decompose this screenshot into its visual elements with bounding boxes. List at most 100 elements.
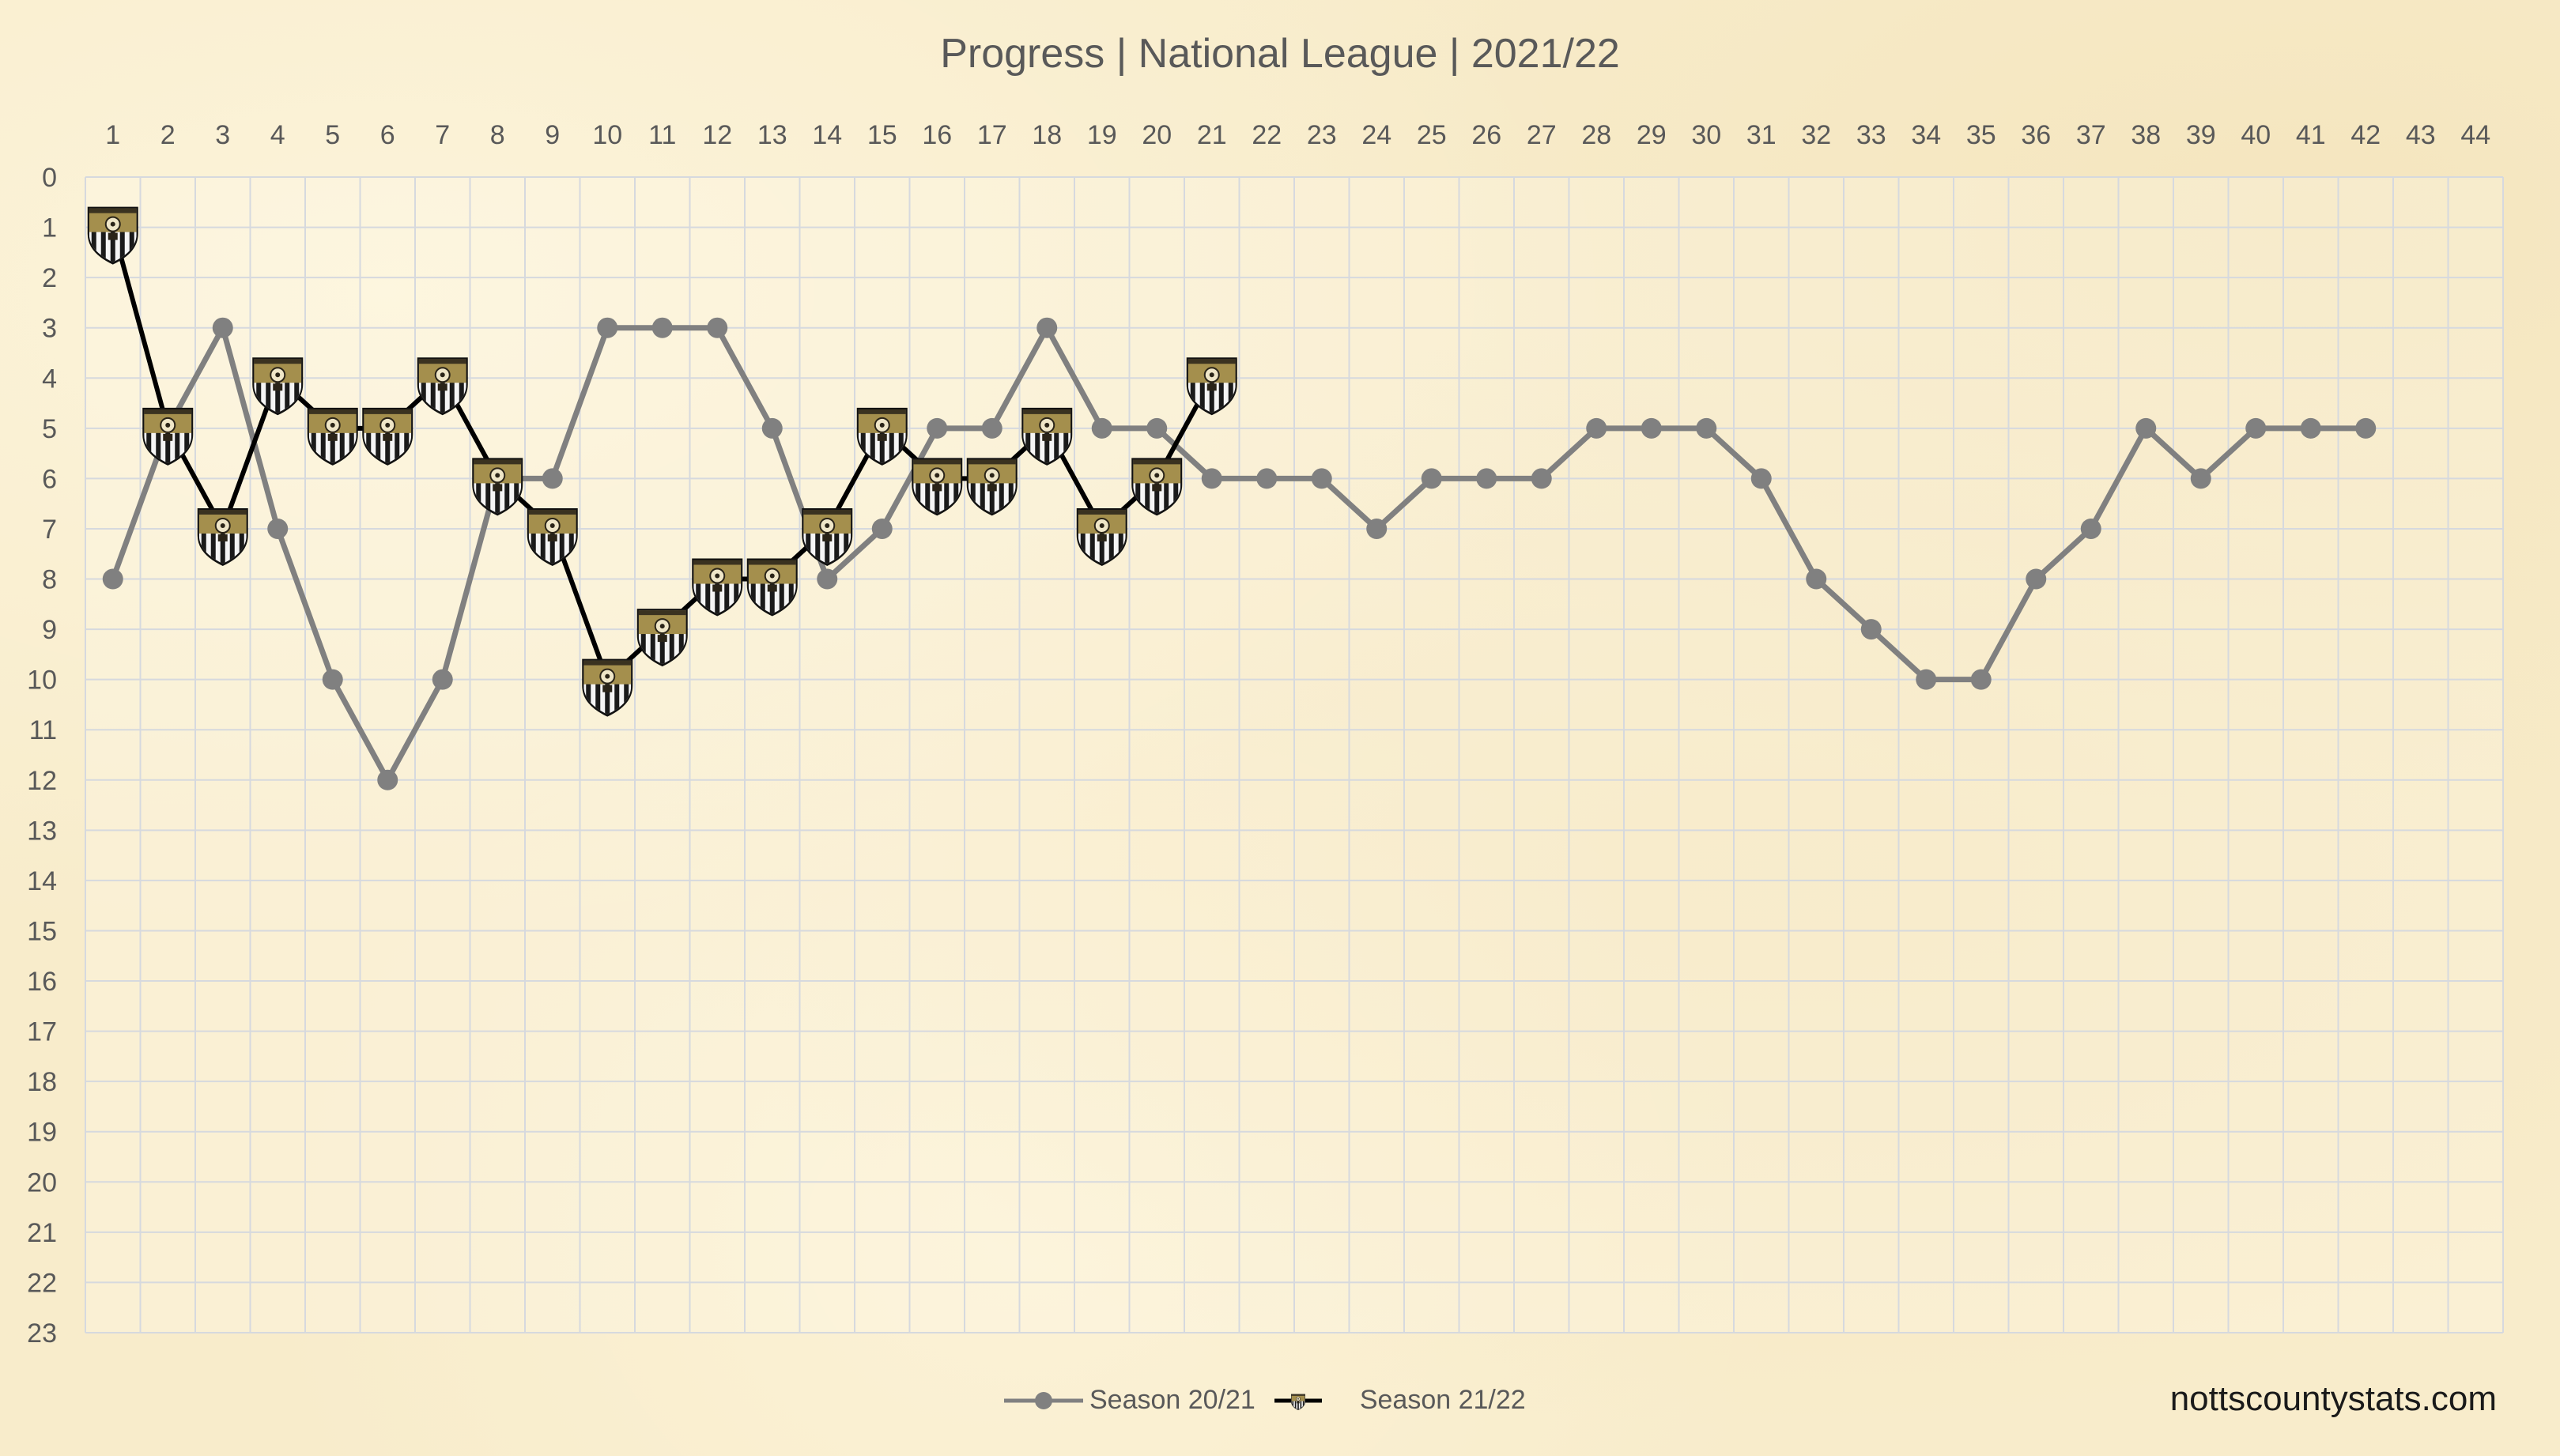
y-tick-label: 22 bbox=[27, 1268, 57, 1298]
data-point-season-20-21 bbox=[2135, 417, 2157, 439]
x-tick-label: 32 bbox=[1801, 120, 1831, 150]
data-point-season-20-21 bbox=[1476, 468, 1497, 489]
x-tick-label: 34 bbox=[1911, 120, 1941, 150]
club-crest-icon bbox=[1291, 1394, 1305, 1409]
y-tick-label: 21 bbox=[27, 1218, 57, 1248]
x-tick-label: 7 bbox=[435, 120, 450, 150]
y-tick-label: 3 bbox=[42, 314, 57, 344]
y-tick-label: 20 bbox=[27, 1167, 57, 1198]
x-tick-label: 16 bbox=[922, 120, 952, 150]
y-tick-label: 12 bbox=[27, 766, 57, 796]
x-tick-label: 9 bbox=[545, 120, 560, 150]
data-point-season-20-21 bbox=[871, 518, 893, 539]
legend-swatch-season-20-21 bbox=[1004, 1391, 1083, 1409]
x-tick-label: 20 bbox=[1142, 120, 1172, 150]
x-tick-label: 6 bbox=[380, 120, 395, 150]
x-tick-label: 36 bbox=[2021, 120, 2051, 150]
y-tick-label: 10 bbox=[27, 666, 57, 696]
data-point-season-20-21 bbox=[761, 417, 783, 439]
data-point-season-20-21 bbox=[817, 568, 838, 590]
data-point-season-20-21 bbox=[1696, 417, 1717, 439]
legend-item-season-21-22: Season 21/22 bbox=[1274, 1385, 1526, 1416]
y-tick-label: 4 bbox=[42, 364, 57, 394]
y-tick-label: 2 bbox=[42, 263, 57, 293]
data-point-season-20-21 bbox=[2190, 468, 2211, 489]
data-point-season-20-21 bbox=[1916, 669, 1937, 690]
data-point-season-20-21 bbox=[651, 317, 673, 338]
data-point-season-20-21 bbox=[981, 417, 1002, 439]
data-point-season-20-21 bbox=[2300, 417, 2321, 439]
x-tick-label: 40 bbox=[2241, 120, 2271, 150]
y-tick-label: 13 bbox=[27, 816, 57, 846]
x-tick-label: 27 bbox=[1527, 120, 1557, 150]
x-tick-label: 18 bbox=[1032, 120, 1062, 150]
y-tick-label: 6 bbox=[42, 464, 57, 494]
x-tick-label: 21 bbox=[1197, 120, 1227, 150]
data-point-season-20-21 bbox=[102, 568, 123, 590]
y-tick-label: 17 bbox=[27, 1017, 57, 1047]
data-point-season-20-21 bbox=[1531, 468, 1552, 489]
x-tick-label: 41 bbox=[2296, 120, 2326, 150]
data-point-season-20-21 bbox=[1421, 468, 1442, 489]
data-point-season-20-21 bbox=[1750, 468, 1772, 489]
x-tick-label: 4 bbox=[270, 120, 285, 150]
y-tick-label: 18 bbox=[27, 1067, 57, 1097]
data-point-season-20-21 bbox=[212, 317, 233, 338]
data-point-season-20-21 bbox=[1036, 317, 1058, 338]
legend-item-season-20-21: Season 20/21 bbox=[1004, 1385, 1255, 1416]
x-tick-label: 23 bbox=[1307, 120, 1337, 150]
data-point-season-20-21 bbox=[1091, 417, 1112, 439]
data-point-season-20-21 bbox=[1201, 468, 1222, 489]
x-tick-label: 5 bbox=[325, 120, 340, 150]
x-tick-label: 22 bbox=[1252, 120, 1282, 150]
x-tick-label: 3 bbox=[215, 120, 230, 150]
y-tick-label: 15 bbox=[27, 916, 57, 946]
x-tick-label: 25 bbox=[1417, 120, 1447, 150]
y-tick-label: 1 bbox=[42, 213, 57, 243]
data-point-season-20-21 bbox=[2355, 417, 2377, 439]
legend-swatch-season-21-22 bbox=[1274, 1389, 1322, 1413]
y-tick-label: 8 bbox=[42, 565, 57, 595]
data-point-season-20-21 bbox=[1256, 468, 1278, 489]
x-tick-label: 12 bbox=[702, 120, 732, 150]
x-tick-label: 31 bbox=[1746, 120, 1777, 150]
y-tick-label: 19 bbox=[27, 1118, 57, 1148]
x-tick-label: 30 bbox=[1691, 120, 1721, 150]
data-point-season-20-21 bbox=[2026, 568, 2047, 590]
series-line-season-20-21 bbox=[110, 325, 2366, 783]
data-point-season-20-21 bbox=[267, 518, 289, 539]
x-tick-label: 37 bbox=[2076, 120, 2106, 150]
x-tick-label: 11 bbox=[648, 120, 676, 150]
x-tick-label: 14 bbox=[812, 120, 842, 150]
x-tick-label: 24 bbox=[1361, 120, 1391, 150]
x-tick-label: 44 bbox=[2460, 120, 2490, 150]
x-tick-label: 38 bbox=[2131, 120, 2161, 150]
y-tick-label: 9 bbox=[42, 615, 57, 645]
data-point-season-20-21 bbox=[322, 669, 343, 690]
data-point-season-20-21 bbox=[1146, 417, 1168, 439]
data-point-season-20-21 bbox=[1970, 669, 1992, 690]
x-tick-label: 19 bbox=[1087, 120, 1117, 150]
y-tick-label: 14 bbox=[27, 866, 57, 896]
y-tick-label: 7 bbox=[42, 515, 57, 545]
x-tick-label: 2 bbox=[160, 120, 176, 150]
data-point-season-20-21 bbox=[1366, 518, 1388, 539]
data-point-season-20-21 bbox=[377, 769, 398, 790]
watermark: nottscountystats.com bbox=[2169, 1379, 2497, 1418]
legend: Season 20/21 Season 21/22 bbox=[1004, 1385, 1526, 1416]
plot-area: 1 2 3 4 5 6 7 8 9 10 11 12 13 14 15 16 17 18 19 20 21 22 23 24 2… bbox=[27, 120, 2504, 1348]
y-tick-label: 0 bbox=[42, 163, 57, 193]
x-tick-label: 10 bbox=[592, 120, 622, 150]
y-tick-label: 11 bbox=[29, 715, 57, 745]
data-point-season-20-21 bbox=[2080, 518, 2101, 539]
x-tick-label: 29 bbox=[1637, 120, 1667, 150]
data-point-season-20-21 bbox=[1860, 619, 1882, 640]
data-point-season-20-21 bbox=[707, 317, 728, 338]
x-tick-label: 17 bbox=[977, 120, 1007, 150]
grid bbox=[85, 176, 2504, 1333]
x-tick-label: 1 bbox=[105, 120, 120, 150]
x-tick-label: 43 bbox=[2406, 120, 2436, 150]
data-point-season-20-21 bbox=[597, 317, 618, 338]
